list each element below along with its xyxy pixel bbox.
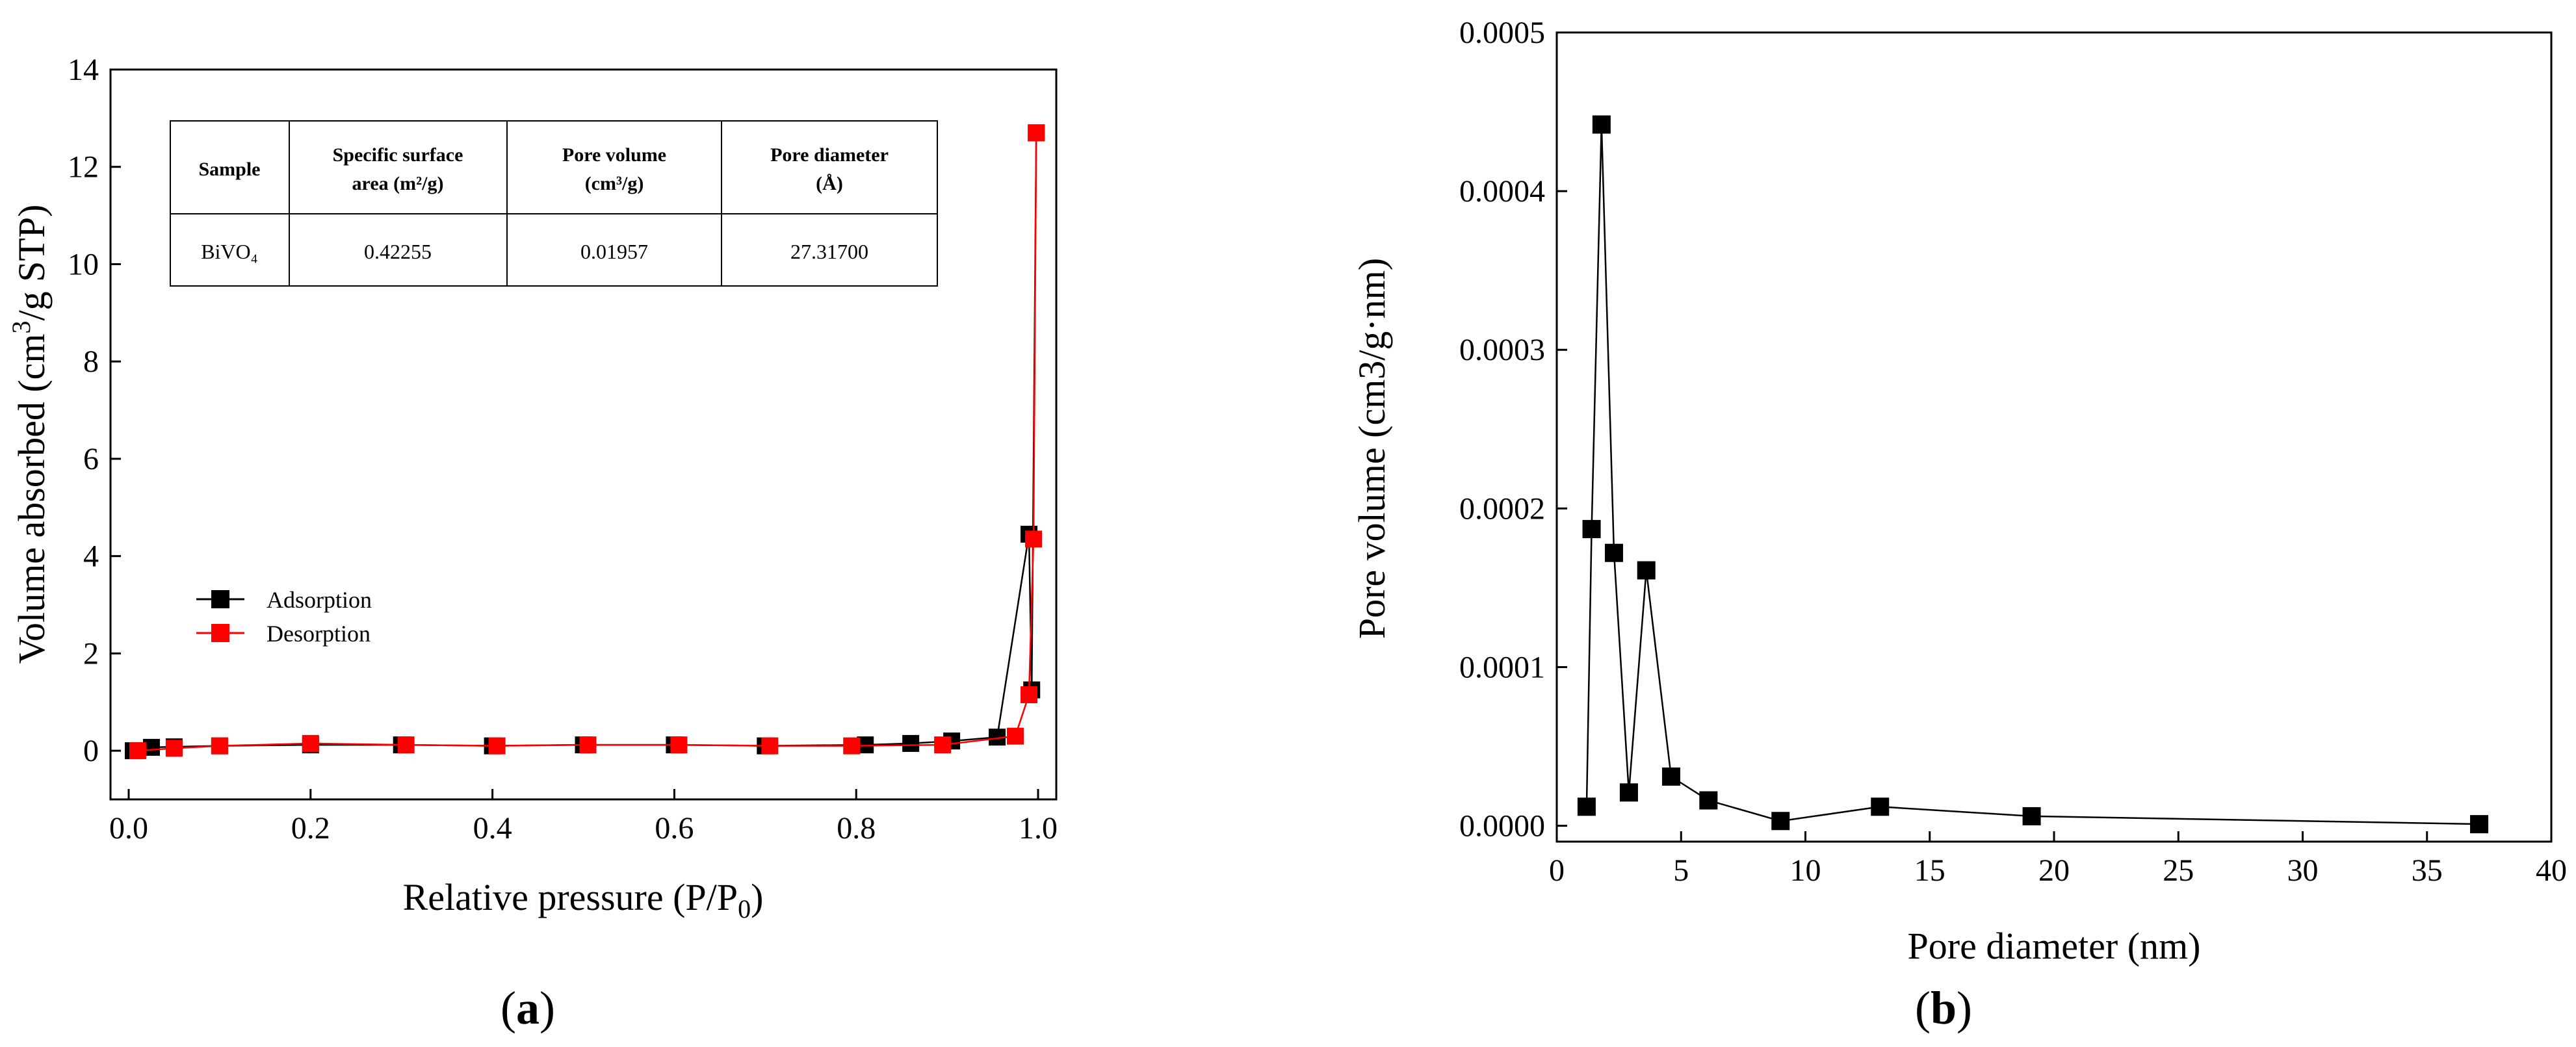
table-header-cell: Specific surface [333,144,463,166]
data-point [1025,530,1043,548]
panel-b-chart: 0 5 10 15 20 25 30 35 40 0.0000 0.0001 0.0002 0.0003… [1351,16,2567,1034]
legend-adsorption-label: Adsorption [267,587,372,613]
data-point [1619,783,1638,802]
data-point [211,737,228,755]
x-tick-label: 1.0 [1019,811,1058,846]
table-header-cell: Pore diameter [770,144,889,166]
legend-desorption-marker [211,624,229,642]
data-point [1028,124,1045,142]
panel-a-inset-table: Sample Specific surface area (m²/g) Pore vo… [170,120,938,287]
series-line-pore-volume [1585,124,2480,825]
panel-b-label: (b) [1915,982,1972,1034]
y-tick-label: 14 [68,53,99,87]
data-point [1582,520,1601,539]
panel-a-x-axis-label: Relative pressure (P/P0) [403,876,764,924]
y-tick-label: 0.0005 [1459,16,1545,50]
x-tick-label: 0.4 [473,811,512,846]
data-point [1771,812,1790,831]
panel-b-series [1577,115,2489,834]
y-tick-label: 8 [83,344,99,379]
data-point [1577,797,1596,816]
table-header-cell: Sample [198,159,260,180]
x-tick-label: 25 [2163,853,2194,888]
data-point [1604,543,1623,562]
data-point [1021,686,1038,704]
panel-a-chart: 0.0 0.2 0.4 0.6 0.8 1.0 0 2 4 6 8 10 12 14 Sample Spec… [7,53,1058,1034]
panel-a-label: (a) [501,982,555,1034]
x-tick-label: 0 [1549,853,1565,888]
panel-a-plot-frame [109,68,1058,801]
y-tick-label: 0.0003 [1459,333,1545,367]
data-point [1592,115,1611,134]
data-point [2022,807,2041,825]
y-tick-label: 6 [83,442,99,476]
x-tick-label: 15 [1914,853,1945,888]
x-tick-label: 5 [1673,853,1689,888]
data-point [397,736,415,754]
data-point [302,734,319,752]
data-point [1007,727,1024,745]
y-tick-label: 12 [68,150,99,185]
panel-a-axis-ticks: 0.0 0.2 0.4 0.6 0.8 1.0 0 2 4 6 8 10 12 14 [68,53,1058,846]
table-cell: BiVO₄ [201,240,258,263]
data-point [1871,797,1890,816]
x-tick-label: 20 [2038,853,2070,888]
panel-b-axis-ticks: 0 5 10 15 20 25 30 35 40 0.0000 0.0001 0.0002 0.0003… [1459,16,2567,888]
x-tick-label: 0.0 [109,811,148,846]
data-point [670,736,688,754]
data-point [902,734,920,752]
table-cell: 0.42255 [364,240,432,263]
data-point [1699,791,1718,810]
y-tick-label: 0.0001 [1459,650,1545,684]
y-tick-label: 0 [83,734,99,768]
y-tick-label: 0.0000 [1459,809,1545,844]
data-point [129,742,146,760]
x-tick-label: 35 [2412,853,2443,888]
panel-b-x-axis-label: Pore diameter (nm) [1908,925,2201,967]
x-tick-label: 0.6 [655,811,694,846]
panel-a-series [124,124,1045,760]
table-cell: 0.01957 [580,240,648,263]
data-point [1637,561,1656,580]
x-tick-label: 0.8 [837,811,876,846]
x-tick-label: 30 [2287,853,2319,888]
x-tick-label: 0.2 [291,811,330,846]
data-point [488,737,506,755]
panel-a-legend: Adsorption Desorption [196,587,372,647]
y-tick-label: 0.0002 [1459,491,1545,526]
y-tick-label: 4 [83,539,99,574]
data-point [843,737,861,755]
x-tick-label: 40 [2536,853,2567,888]
data-point [2470,815,2489,834]
table-header-cell: (cm³/g) [585,173,644,194]
table-header-cell: Pore volume [562,144,666,166]
panel-a-y-axis-label: Volume absorbed (cm3/g STP) [7,205,53,664]
y-tick-label: 10 [68,247,99,281]
table-cell: 27.31700 [790,240,868,263]
data-point [934,736,952,754]
y-tick-label: 0.0004 [1459,174,1545,209]
table-header-cell: area (m²/g) [352,173,444,194]
panel-b-y-axis-label: Pore volume (cm3/g·nm) [1351,258,1393,639]
y-tick-label: 2 [83,636,99,671]
data-point [1661,767,1680,786]
table-header-cell: (Å) [816,173,843,194]
x-tick-label: 10 [1790,853,1821,888]
data-point [579,736,597,754]
data-point [761,737,779,755]
legend-desorption-label: Desorption [267,621,371,647]
legend-adsorption-marker [211,590,229,608]
data-point [165,740,183,757]
